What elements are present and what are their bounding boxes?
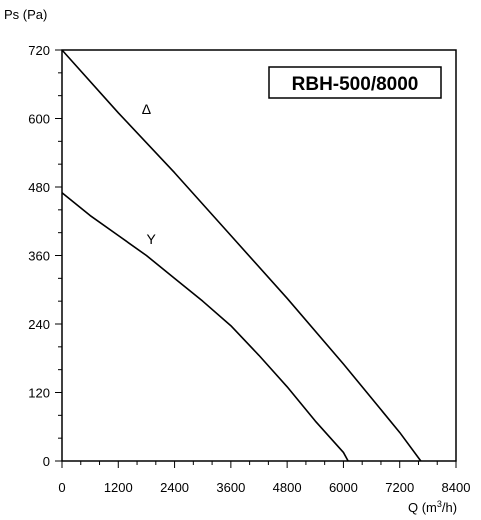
x-tick-label: 8400 (442, 480, 471, 495)
x-tick-label: 4800 (273, 480, 302, 495)
x-tick-label: 1200 (104, 480, 133, 495)
series-2-label: Y (146, 231, 156, 247)
y-axis-label: Ps (Pa) (4, 7, 48, 22)
series-1-curve (61, 49, 422, 462)
y-tick-label: 0 (43, 454, 50, 469)
y-tick-label: 600 (28, 112, 50, 127)
x-tick-label: 0 (58, 480, 65, 495)
chart-title-box (268, 66, 442, 99)
chart-title: RBH-500/8000 (292, 74, 419, 95)
plot-frame (61, 49, 457, 462)
x-axis-label: Q (m3/h) (408, 499, 458, 516)
y-tick-label: 360 (28, 249, 50, 264)
x-tick-label: 2400 (160, 480, 189, 495)
y-tick-label: 480 (28, 180, 50, 195)
y-tick-label: 240 (28, 317, 50, 332)
y-tick-label: 720 (28, 43, 50, 58)
x-tick-label: 6000 (329, 480, 358, 495)
x-tick-label: 3600 (216, 480, 245, 495)
x-tick-label: 7200 (385, 480, 414, 495)
series-2-curve (61, 192, 349, 462)
series-1-label: Δ (142, 101, 151, 117)
y-tick-label: 120 (28, 386, 50, 401)
